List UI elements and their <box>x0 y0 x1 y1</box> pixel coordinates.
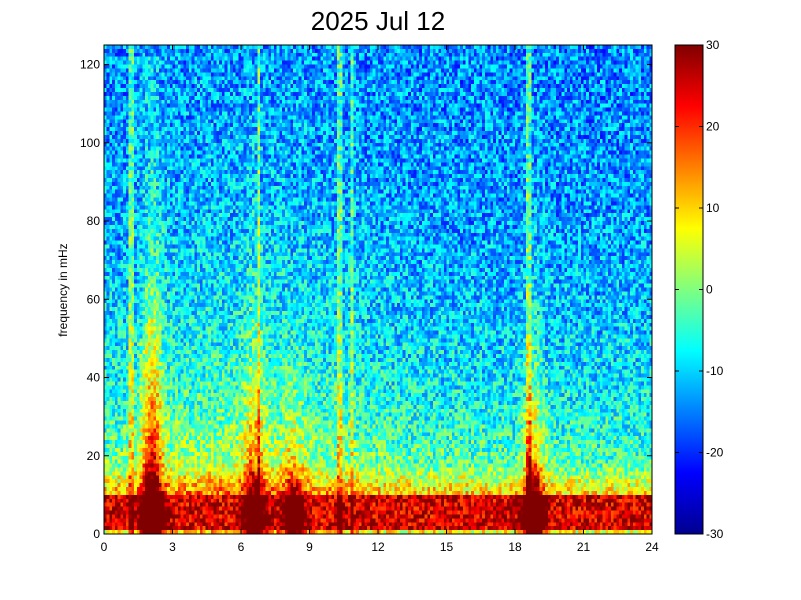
colorbar-tick-label: -30 <box>706 527 724 541</box>
x-axis: 0 3 6 9 12 15 18 21 24 <box>101 45 659 554</box>
colorbar-tick-label: 20 <box>706 120 720 134</box>
chart-title: 2025 Jul 12 <box>310 6 446 36</box>
x-tick-label: 24 <box>645 540 659 554</box>
colorbar-tick-label: 0 <box>706 283 713 297</box>
y-tick-label: 60 <box>87 292 101 306</box>
y-tick-label: 20 <box>87 449 101 463</box>
spectrogram-heatmap <box>104 45 652 534</box>
x-tick-label: 9 <box>306 540 313 554</box>
y-tick-label: 40 <box>87 371 101 385</box>
y-tick-label: 0 <box>93 527 100 541</box>
x-tick-label: 3 <box>169 540 176 554</box>
x-tick-label: 6 <box>238 540 245 554</box>
x-tick-label: 12 <box>371 540 385 554</box>
x-tick-label: 18 <box>508 540 522 554</box>
y-tick-label: 120 <box>80 58 100 72</box>
y-tick-label: 80 <box>87 214 101 228</box>
colorbar-tick-label: -10 <box>706 364 724 378</box>
colorbar-tick-label: -20 <box>706 446 724 460</box>
heatmap-area <box>104 45 652 534</box>
x-tick-label: 15 <box>440 540 454 554</box>
colorbar-tick-label: 30 <box>706 38 720 52</box>
y-tick-label: 100 <box>80 136 100 150</box>
x-tick-label: 0 <box>101 540 108 554</box>
y-axis: 0 20 40 60 80 100 120 <box>80 58 652 541</box>
x-tick-label: 21 <box>577 540 591 554</box>
colorbar-tick-label: 10 <box>706 201 720 215</box>
colorbar-axis: 30 20 10 0 -10 -20 -30 <box>675 38 724 541</box>
colorbar <box>675 45 703 534</box>
